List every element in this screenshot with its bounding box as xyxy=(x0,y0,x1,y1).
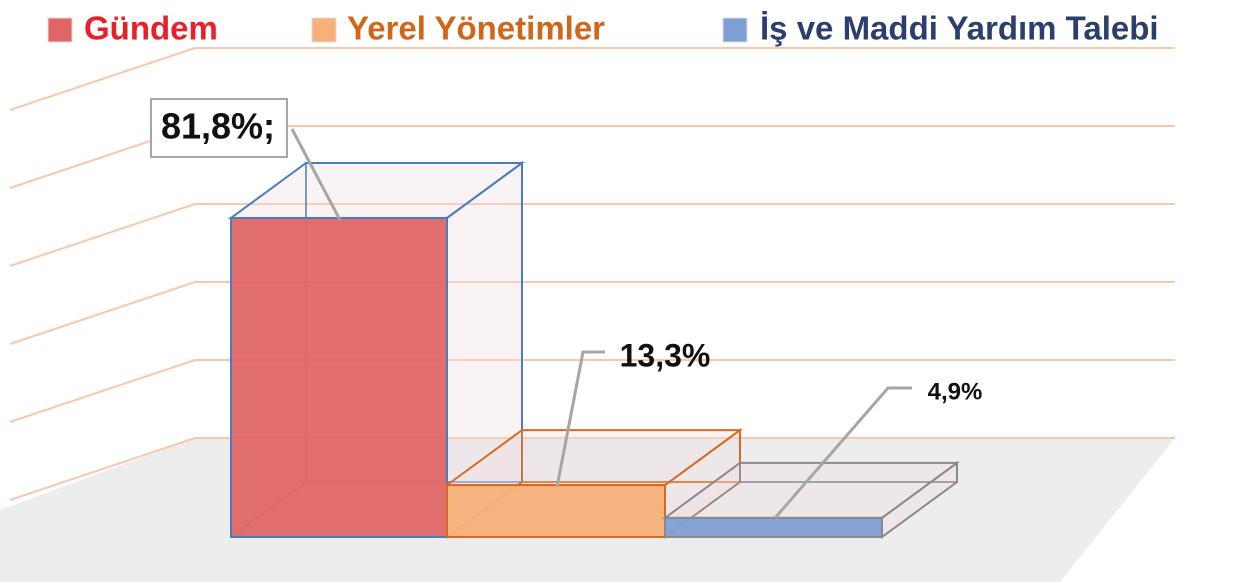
grid-line xyxy=(9,47,196,111)
data-label: 81,8%; xyxy=(161,106,275,147)
bar xyxy=(230,216,448,538)
legend-swatch xyxy=(47,17,73,43)
grid-line xyxy=(9,281,196,345)
bar xyxy=(664,516,883,539)
grid-line xyxy=(9,203,196,267)
data-label: 13,3% xyxy=(620,337,711,373)
label-box xyxy=(150,98,288,158)
bar xyxy=(446,484,666,539)
data-label: 4,9% xyxy=(928,378,983,405)
leader-line xyxy=(290,128,342,221)
grid-line xyxy=(9,359,196,423)
legend-label: Gündem xyxy=(84,10,218,47)
legend-label: Yerel Yönetimler xyxy=(347,10,605,47)
legend-swatch xyxy=(722,17,748,43)
legend-label: İş ve Maddi Yardım Talebi xyxy=(760,10,1159,47)
leader-line xyxy=(555,350,605,488)
grid-line xyxy=(9,437,196,501)
leader-line xyxy=(773,386,912,519)
legend-swatch xyxy=(311,17,337,43)
